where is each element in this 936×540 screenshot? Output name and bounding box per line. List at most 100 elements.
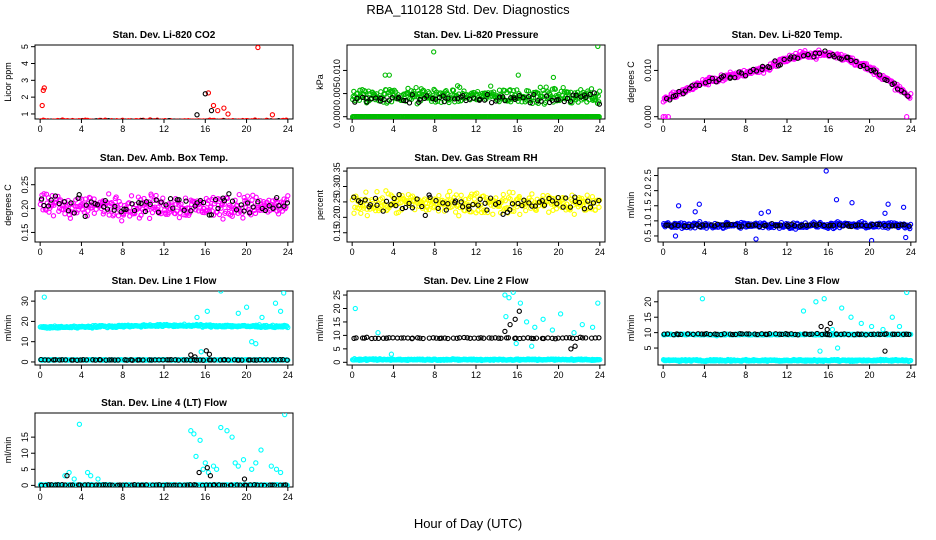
data-point <box>426 206 432 213</box>
data-point <box>137 121 141 125</box>
data-point <box>461 334 467 341</box>
data-point <box>270 205 276 211</box>
data-point <box>372 335 378 341</box>
data-point <box>90 357 96 363</box>
data-point <box>803 222 810 228</box>
data-point <box>247 210 253 216</box>
data-point <box>215 120 219 124</box>
data-point <box>739 223 745 229</box>
data-point <box>457 84 463 90</box>
data-point <box>59 357 65 363</box>
x-tick-label: 12 <box>159 247 169 257</box>
data-point <box>76 118 79 119</box>
data-point <box>168 118 173 119</box>
data-point <box>167 196 174 202</box>
y-tick-label: 2.0 <box>643 184 653 197</box>
data-point <box>48 120 52 124</box>
data-point <box>700 222 706 228</box>
data-point <box>254 121 258 125</box>
y-tick-label: 0.15 <box>332 224 342 242</box>
data-point <box>541 202 548 208</box>
data-point <box>115 357 121 363</box>
data-point <box>540 192 546 199</box>
data-point-outlier <box>880 326 886 333</box>
x-tick-label: 20 <box>865 247 875 257</box>
data-point-outlier <box>813 299 819 305</box>
data-point <box>215 205 221 212</box>
data-point <box>59 120 63 124</box>
data-point <box>889 223 896 229</box>
data-point <box>587 204 594 210</box>
data-point <box>239 118 244 119</box>
x-tick-label: 24 <box>906 124 916 134</box>
data-point <box>789 221 795 227</box>
data-point <box>159 118 162 119</box>
data-point-outlier <box>375 330 381 336</box>
y-tick-label: 5 <box>643 346 653 351</box>
data-point <box>61 118 66 119</box>
data-point <box>560 84 566 91</box>
x-tick-label: 4 <box>391 247 396 257</box>
data-point <box>240 117 245 119</box>
data-point <box>238 202 244 208</box>
data-point <box>80 357 86 363</box>
data-points <box>37 291 291 363</box>
data-point <box>523 94 529 100</box>
data-point <box>218 118 222 119</box>
data-point <box>146 357 153 363</box>
data-point <box>367 202 373 208</box>
data-point <box>130 118 134 119</box>
data-point <box>766 64 773 71</box>
chart-title: Stan. Dev. Li-820 CO2 <box>113 30 216 41</box>
data-point <box>266 203 272 209</box>
data-point <box>863 332 869 338</box>
data-point <box>592 207 599 213</box>
y-tick-label: 10 <box>332 330 342 340</box>
data-point <box>184 121 188 125</box>
data-point <box>591 90 597 96</box>
data-point <box>252 120 256 124</box>
x-tick-label: 24 <box>906 370 916 380</box>
data-point <box>438 335 445 341</box>
data-point <box>530 94 537 101</box>
data-point <box>228 120 232 124</box>
data-point <box>664 331 671 337</box>
data-point <box>126 118 131 119</box>
x-tick-label: 12 <box>782 124 792 134</box>
data-point <box>182 120 186 124</box>
y-tick-label: 0.005 <box>332 82 342 105</box>
data-point <box>101 120 105 124</box>
data-point <box>718 331 724 338</box>
data-point <box>197 357 203 363</box>
data-point <box>66 118 71 119</box>
data-point <box>106 120 110 124</box>
data-point <box>417 96 423 103</box>
data-point <box>824 331 830 338</box>
data-point <box>74 120 78 124</box>
x-tick-label: 12 <box>159 492 169 502</box>
data-point <box>182 118 187 119</box>
data-point <box>155 118 159 119</box>
data-point <box>845 54 851 60</box>
x-tick-label: 0 <box>38 124 43 134</box>
data-point <box>54 118 56 119</box>
data-point <box>83 202 89 208</box>
data-point <box>510 189 516 196</box>
data-point-outlier <box>202 91 208 97</box>
data-point <box>94 118 98 119</box>
data-point <box>89 120 93 124</box>
data-point <box>851 332 857 338</box>
data-point <box>171 120 175 124</box>
data-point <box>531 200 538 206</box>
data-point <box>906 223 912 229</box>
x-tick-label: 4 <box>391 370 396 380</box>
data-point <box>373 95 379 101</box>
data-point <box>139 118 144 119</box>
data-point <box>455 98 462 104</box>
data-point <box>149 118 152 119</box>
data-point-outlier <box>692 209 698 215</box>
data-point-outlier <box>204 308 210 314</box>
data-point <box>206 118 209 119</box>
y-tick-label: 3 <box>20 78 30 83</box>
data-point <box>477 196 483 202</box>
